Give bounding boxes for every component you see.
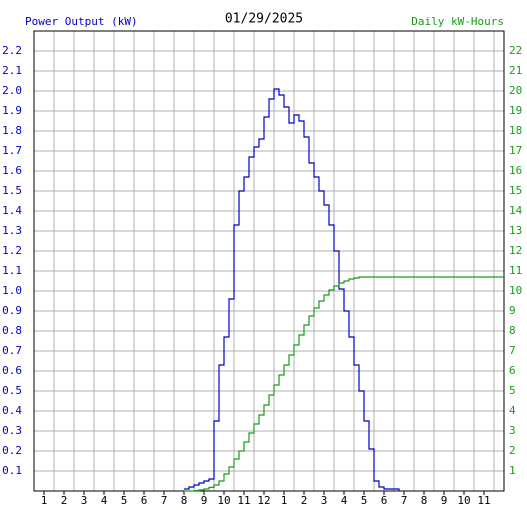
y-tick-label: 1.5 [2, 184, 22, 197]
y-tick-label: 1.7 [2, 144, 22, 157]
y2-tick-label: 19 [509, 104, 522, 117]
y2-tick-label: 11 [509, 264, 522, 277]
y2-tick-label: 12 [509, 244, 522, 257]
y2-tick-label: 7 [509, 344, 516, 357]
y-tick-label: 0.9 [2, 304, 22, 317]
y-tick-label: 0.8 [2, 324, 22, 337]
y2-axis-label: Daily kW-Hours [411, 15, 504, 28]
x-tick-label: 10 [217, 494, 230, 507]
y-tick-label: 2.0 [2, 84, 22, 97]
x-tick-label: 7 [401, 494, 408, 507]
y2-tick-label: 8 [509, 324, 516, 337]
x-tick-label: 7 [161, 494, 168, 507]
y2-tick-label: 9 [509, 304, 516, 317]
x-tick-label: 2 [301, 494, 308, 507]
y-tick-label: 0.3 [2, 424, 22, 437]
y2-tick-label: 17 [509, 144, 522, 157]
y-tick-label: 2.2 [2, 44, 22, 57]
y2-tick-label: 1 [509, 464, 516, 477]
x-tick-label: 3 [81, 494, 88, 507]
y2-tick-label: 15 [509, 184, 522, 197]
x-tick-label: 9 [201, 494, 208, 507]
x-tick-label: 4 [341, 494, 348, 507]
x-tick-label: 1 [41, 494, 48, 507]
y2-tick-label: 14 [509, 204, 523, 217]
y2-tick-label: 13 [509, 224, 522, 237]
y2-tick-label: 6 [509, 364, 516, 377]
y-tick-label: 1.4 [2, 204, 22, 217]
y-tick-label: 1.0 [2, 284, 22, 297]
y-tick-label: 1.1 [2, 264, 22, 277]
y2-tick-label: 20 [509, 84, 522, 97]
x-tick-label: 2 [61, 494, 68, 507]
x-tick-label: 3 [321, 494, 328, 507]
x-tick-label: 6 [141, 494, 148, 507]
x-tick-label: 1 [281, 494, 288, 507]
y2-tick-label: 3 [509, 424, 516, 437]
y-tick-label: 1.9 [2, 104, 22, 117]
y-tick-label: 0.2 [2, 444, 22, 457]
y-tick-label: 1.6 [2, 164, 22, 177]
x-tick-label: 5 [121, 494, 128, 507]
y2-tick-label: 10 [509, 284, 522, 297]
y-tick-label: 1.2 [2, 244, 22, 257]
y-tick-label: 0.1 [2, 464, 22, 477]
y2-tick-label: 2 [509, 444, 516, 457]
chart-title: 01/29/2025 [225, 12, 303, 27]
y2-tick-label: 5 [509, 384, 516, 397]
y-tick-label: 0.7 [2, 344, 22, 357]
y2-tick-label: 16 [509, 164, 522, 177]
x-tick-label: 11 [477, 494, 490, 507]
y2-tick-label: 22 [509, 44, 522, 57]
series-line [184, 276, 504, 492]
y-tick-label: 2.1 [2, 64, 22, 77]
y2-tick-label: 21 [509, 64, 522, 77]
y-tick-label: 1.8 [2, 124, 22, 137]
plot-border [33, 30, 505, 492]
y2-tick-label: 18 [509, 124, 522, 137]
y-axis-label: Power Output (kW) [25, 15, 138, 28]
x-tick-label: 4 [101, 494, 108, 507]
series-line [184, 88, 400, 491]
x-tick-label: 11 [237, 494, 250, 507]
y-tick-label: 0.6 [2, 364, 22, 377]
y-tick-label: 0.4 [2, 404, 22, 417]
x-tick-label: 8 [421, 494, 428, 507]
x-tick-label: 9 [441, 494, 448, 507]
x-tick-label: 6 [381, 494, 388, 507]
x-tick-label: 5 [361, 494, 368, 507]
y-tick-label: 1.3 [2, 224, 22, 237]
x-tick-label: 12 [257, 494, 270, 507]
y-tick-label: 0.5 [2, 384, 22, 397]
x-tick-label: 8 [181, 494, 188, 507]
y2-tick-label: 4 [509, 404, 516, 417]
x-tick-label: 10 [457, 494, 470, 507]
